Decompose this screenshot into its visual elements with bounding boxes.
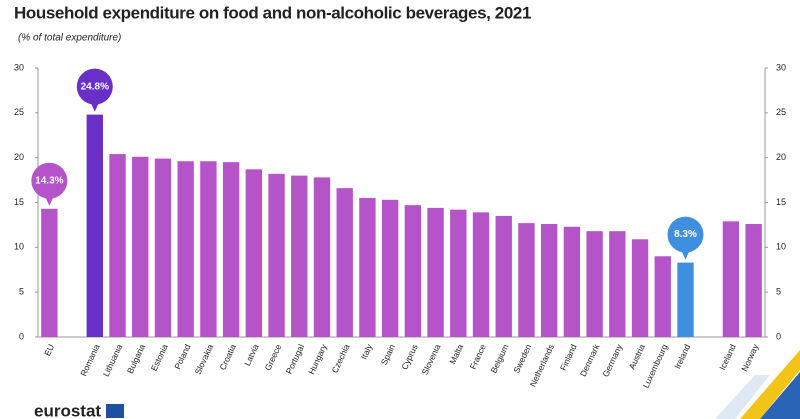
bar [450,209,467,337]
y2-tick-label: 15 [776,197,786,207]
bar [518,223,535,337]
y-tick-label: 30 [14,62,24,72]
x-tick-label: Germany [600,342,624,379]
x-tick-label: Poland [172,342,192,370]
x-tick-label: Iceland [717,342,738,371]
y2-tick-label: 20 [776,152,786,162]
x-tick-label: Slovenia [420,342,443,376]
y-tick-label: 20 [14,152,24,162]
bar [222,162,240,337]
bar [245,169,263,337]
decor-blue [760,372,800,419]
bar [654,256,671,337]
bar [609,231,626,337]
x-tick-label: Spain [379,342,397,366]
y-tick-label: 0 [19,331,24,341]
bar [427,207,444,337]
x-tick-label: Italy [359,342,375,361]
value-label: 8.3% [674,229,697,240]
bar [722,221,740,337]
bar [404,205,422,337]
bar [291,175,308,337]
bar [381,199,399,337]
x-tick-label: Latvia [242,342,261,367]
x-tick-label: France [468,342,488,370]
source-logo: eurostat [34,401,101,419]
callout [667,216,704,253]
bar [132,156,149,337]
x-tick-label: Norway [739,342,761,373]
callout [76,68,113,105]
bar [154,158,172,337]
x-tick-label: Denmark [578,342,602,378]
decor-light [715,375,770,419]
y2-tick-label: 10 [776,242,786,252]
decor-yellow [740,350,800,419]
bar [41,208,58,337]
x-tick-label: Hungary [306,342,329,376]
y2-tick-label: 25 [776,107,786,117]
x-tick-label: Ireland [672,342,692,370]
y-tick-label: 5 [19,287,24,297]
x-tick-label: Portugal [284,342,306,375]
x-tick-label: Belgium [489,343,511,375]
y-tick-label: 10 [14,242,24,252]
bar [540,224,558,337]
value-label: 24.8% [81,81,109,92]
bar [86,114,103,337]
bar [745,224,762,337]
x-tick-label: Greece [263,342,284,372]
bar [677,262,694,337]
y2-tick-label: 30 [776,62,786,72]
y-tick-label: 25 [14,107,24,117]
x-tick-label: Estonia [149,342,170,372]
logo-flag [106,404,124,418]
x-tick-label: Romania [78,342,102,377]
x-tick-label: Austria [627,342,647,370]
x-tick-label: Croatia [217,342,238,371]
bar [472,212,490,337]
y-tick-label: 15 [14,197,24,207]
chart-subtitle: (% of total expenditure) [18,33,121,44]
bar [631,239,649,337]
bar [109,154,126,337]
value-label: 14.3% [35,175,63,186]
x-tick-label: Bulgaria [125,342,147,375]
bar [359,198,376,337]
bar [268,173,285,337]
y2-tick-label: 5 [776,287,781,297]
callout [31,162,68,199]
bar [177,161,194,337]
x-tick-label: Lithuania [101,342,125,378]
bar [495,215,512,337]
bar [200,161,217,337]
x-tick-label: Sweden [511,342,533,374]
x-tick-label: Finland [558,342,579,372]
x-tick-label: EU [42,343,56,358]
bar [586,231,603,337]
chart-title: Household expenditure on food and non-al… [14,3,531,22]
bar [336,188,353,337]
x-tick-label: Slovakia [193,342,216,376]
bar [313,177,331,337]
bar [563,226,581,337]
x-tick-label: Malta [447,342,465,365]
x-tick-label: Czechia [330,342,352,374]
x-tick-label: Cyprus [399,343,419,372]
y2-tick-label: 0 [776,331,781,341]
